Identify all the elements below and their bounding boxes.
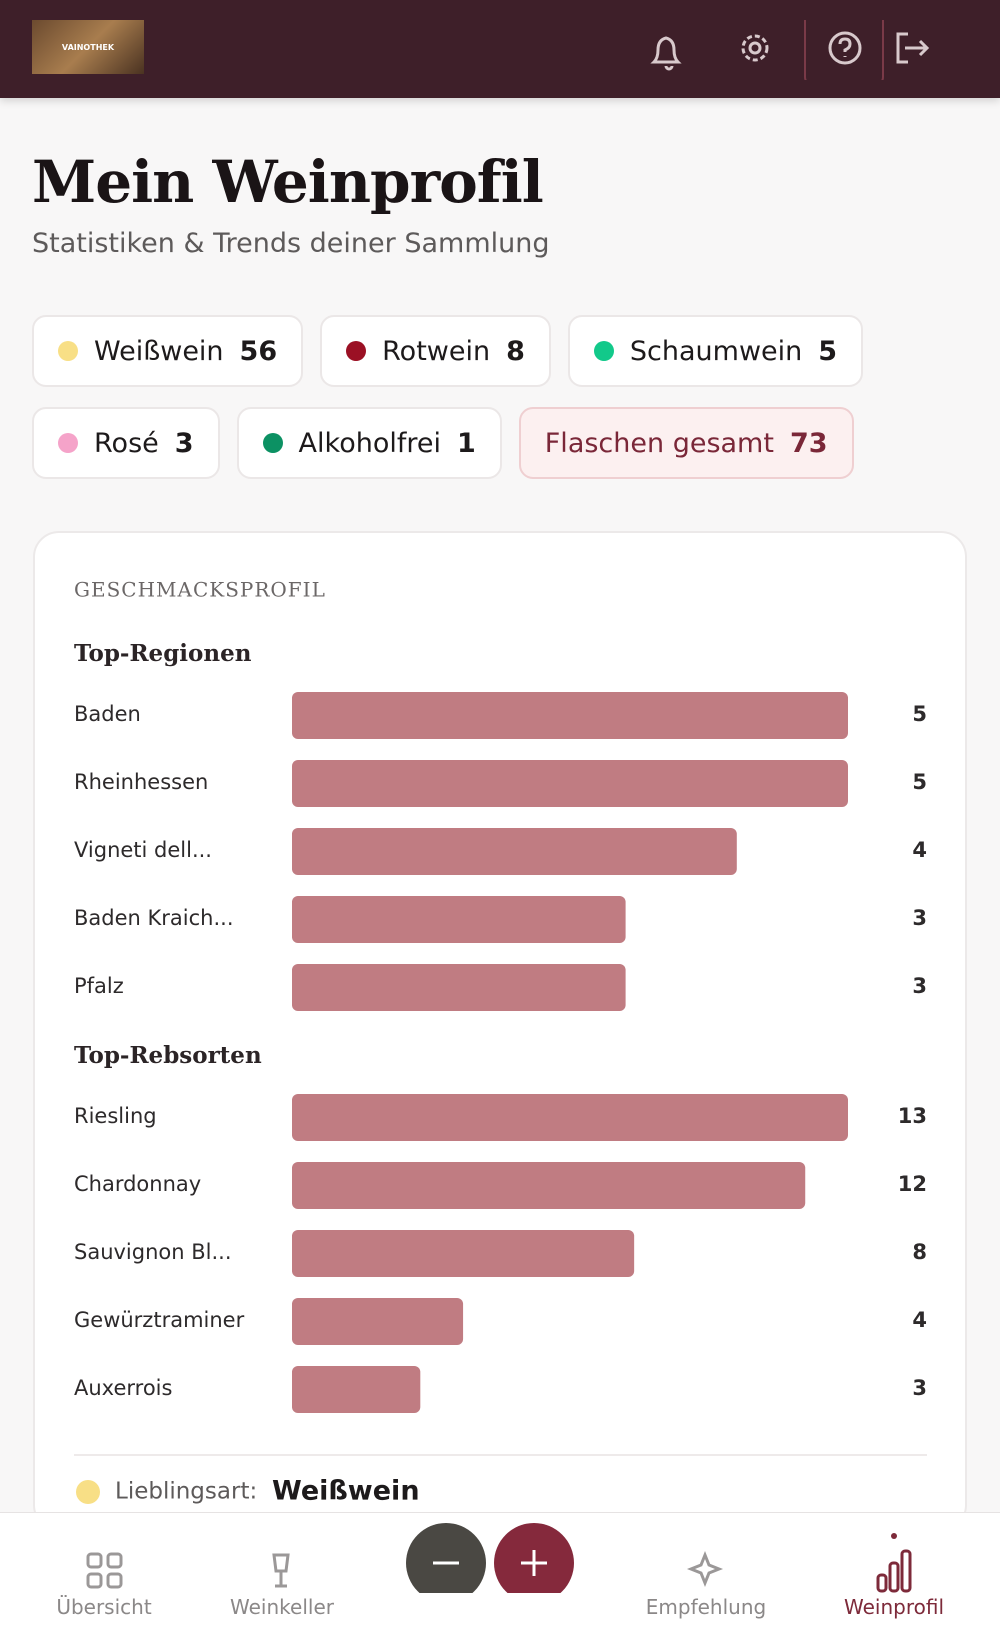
nav-item[interactable]: Weinkeller <box>230 1595 334 1619</box>
bar <box>292 1162 806 1209</box>
settings-icon[interactable] <box>741 34 769 62</box>
page-title: Mein Weinprofil <box>32 148 544 216</box>
value-label: 5 <box>912 770 927 794</box>
value-label: 8 <box>912 1240 927 1264</box>
type-chip[interactable]: Rosé 3 <box>32 407 220 479</box>
category-label: Baden <box>74 702 141 726</box>
favorite-dot <box>76 1480 100 1504</box>
chip-label: Alkoholfrei <box>298 427 441 459</box>
chip-label: Weißwein <box>94 335 224 367</box>
nav-icons <box>86 1523 912 1593</box>
chart-title: Top-Regionen <box>74 640 252 667</box>
favorite-value: Weißwein <box>272 1476 420 1507</box>
type-chip[interactable]: Rotwein 8 <box>320 315 551 387</box>
type-chip[interactable]: Schaumwein 5 <box>567 315 864 387</box>
profile-card: GESCHMACKSPROFIL Top-Regionen Baden 5 Rheinh… <box>33 531 967 1531</box>
bell-icon[interactable] <box>650 36 682 71</box>
value-label: 3 <box>912 974 927 998</box>
chip-dot <box>346 341 367 361</box>
category-label: Riesling <box>74 1104 157 1128</box>
bar <box>292 760 848 807</box>
chip-label: Schaumwein <box>629 335 803 367</box>
total-label: Flaschen gesamt <box>544 427 774 459</box>
chip-row: Rosé 3 Alkoholfrei 1 Flaschen gesamt 73 <box>32 407 854 479</box>
chart-title: Top-Rebsorten <box>74 1042 262 1069</box>
type-chip[interactable]: Weißwein 56 <box>32 315 304 387</box>
bar <box>292 896 626 943</box>
nav-item[interactable]: Übersicht <box>56 1595 152 1619</box>
category-label: Baden Kraich... <box>74 906 234 930</box>
value-label: 3 <box>912 906 927 930</box>
chip-count: 1 <box>456 427 476 459</box>
value-label: 3 <box>912 1376 927 1400</box>
section-heading: GESCHMACKSPROFIL <box>74 578 326 602</box>
chip-dot <box>58 433 78 453</box>
category-label: Rheinhessen <box>74 770 208 794</box>
value-label: 5 <box>912 702 927 726</box>
nav-item[interactable]: Weinprofil <box>843 1595 944 1619</box>
chip-count: 8 <box>506 335 525 367</box>
favorite-label: Lieblingsart: <box>115 1479 257 1505</box>
bar <box>292 1298 464 1345</box>
value-label: 12 <box>898 1172 927 1196</box>
chip-dot <box>593 341 614 361</box>
category-label: Auxerrois <box>74 1376 172 1400</box>
header-icons <box>650 20 930 80</box>
header: VAINOTHEK <box>0 0 1000 98</box>
profile-charts: GESCHMACKSPROFIL Top-Regionen Baden 5 Rheinh… <box>74 578 927 1507</box>
nav-item[interactable]: Empfehlung <box>645 1595 767 1619</box>
minus-button[interactable] <box>406 1523 486 1593</box>
value-label: 4 <box>912 838 927 862</box>
chip-dot <box>58 341 78 361</box>
total-chip: Flaschen gesamt 73 <box>518 407 854 479</box>
chip-label: Rosé <box>94 427 159 459</box>
page-subtitle: Statistiken & Trends deiner Sammlung <box>32 228 550 259</box>
category-label: Chardonnay <box>74 1172 201 1196</box>
bar <box>292 828 737 875</box>
logout-icon[interactable] <box>896 32 930 64</box>
total-count: 73 <box>789 427 828 459</box>
type-chip[interactable]: Alkoholfrei 1 <box>236 407 502 479</box>
bar <box>292 1366 421 1413</box>
logo[interactable]: VAINOTHEK <box>32 20 144 74</box>
value-label: 13 <box>898 1104 927 1128</box>
chip-label: Rotwein <box>382 335 491 367</box>
category-label: Gewürztraminer <box>74 1308 245 1332</box>
bottom-nav: Übersicht Weinkeller Empfehlung Weinprofil <box>0 1512 1000 1643</box>
value-label: 4 <box>912 1308 927 1332</box>
chip-row: Weißwein 56 Rotwein 8 Schaumwein 5 <box>32 315 864 387</box>
bar <box>292 1230 635 1277</box>
category-label: Sauvignon Bl... <box>74 1240 232 1264</box>
category-label: Vigneti dell... <box>74 838 212 862</box>
chip-count: 5 <box>818 335 838 367</box>
bar <box>292 964 626 1011</box>
bar <box>292 1094 848 1141</box>
chip-count: 3 <box>174 427 194 459</box>
help-button[interactable] <box>804 20 884 80</box>
bar <box>292 692 848 739</box>
chip-dot <box>262 433 283 453</box>
chip-count: 56 <box>239 335 278 367</box>
category-label: Pfalz <box>74 974 124 998</box>
